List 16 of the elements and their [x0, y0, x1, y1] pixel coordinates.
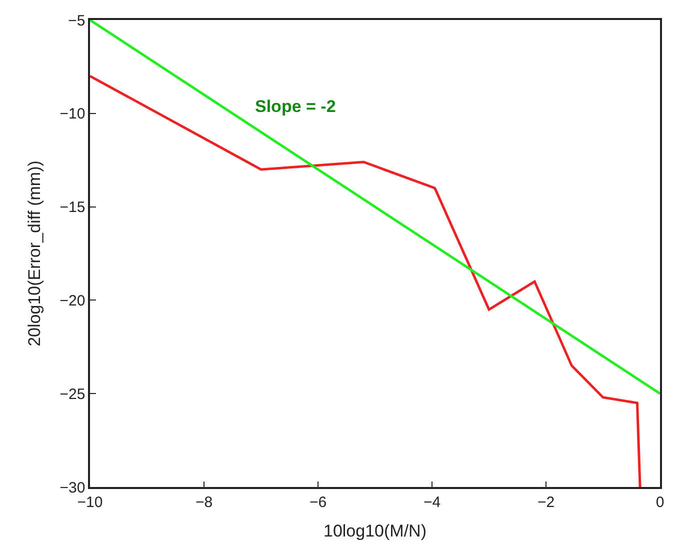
line-series [90, 74, 642, 487]
y-tick-label: −10 [60, 106, 86, 123]
y-tick-label: −25 [60, 386, 86, 403]
y-tick-label: −15 [60, 199, 86, 216]
x-axis-title: 10log10(M/N) [324, 522, 426, 541]
y-tick-label: −5 [68, 12, 86, 30]
x-tick-label: −2 [537, 494, 555, 511]
annotation: Slope = -2 [255, 97, 336, 116]
x-tick-label: −6 [309, 494, 327, 511]
y-tick-label: −20 [60, 292, 86, 310]
y-tick-label: −30 [60, 479, 86, 496]
x-tick-label: −8 [195, 494, 213, 511]
x-tick-label: −10 [77, 494, 103, 511]
x-tick-label: −4 [423, 494, 441, 511]
y-axis-title: 20log10(Error_diff (mm)) [24, 160, 44, 346]
x-tick-label: 0 [656, 494, 664, 511]
